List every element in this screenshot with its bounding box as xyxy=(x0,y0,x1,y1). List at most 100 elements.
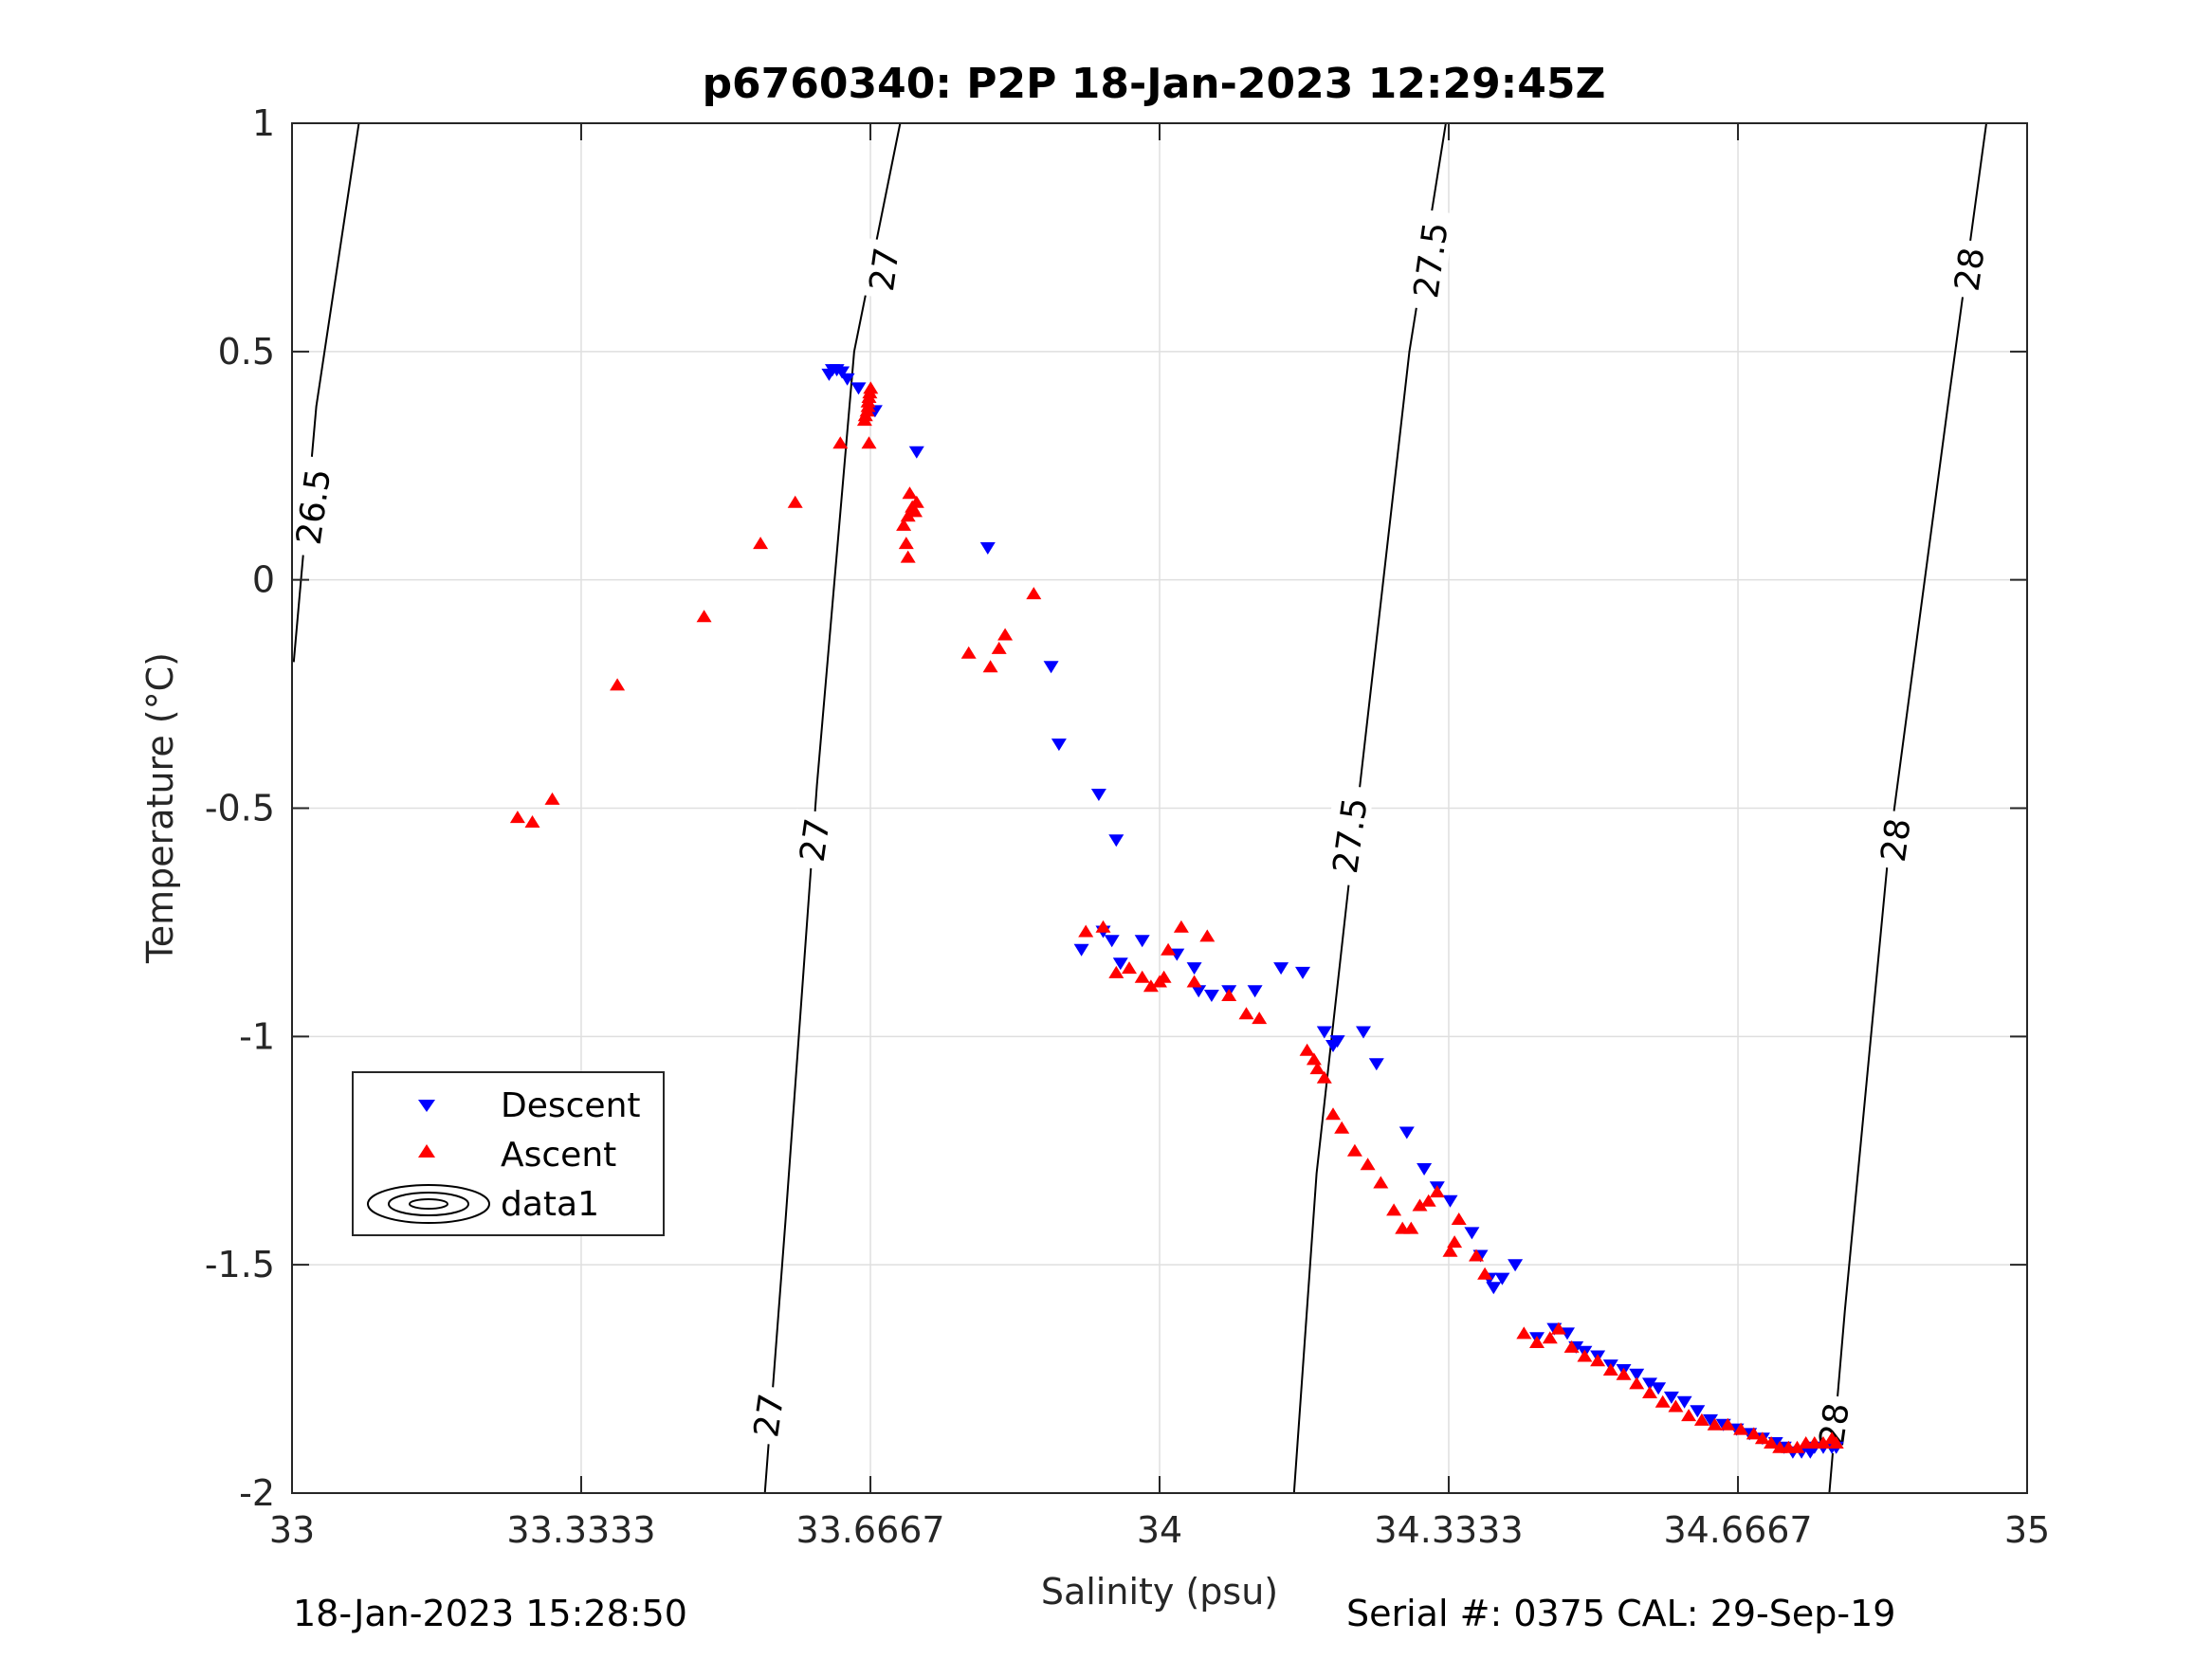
descent-point xyxy=(1203,990,1219,1002)
ascent-point xyxy=(861,436,877,449)
y-tick-label: -0.5 xyxy=(205,788,275,830)
ascent-point xyxy=(1095,920,1111,933)
contour-label: 27 xyxy=(857,238,907,301)
ascent-point xyxy=(1681,1409,1697,1422)
ascent-point xyxy=(1420,1194,1436,1207)
contour-label: 26.5 xyxy=(283,454,338,558)
ascent-point xyxy=(1143,979,1159,993)
ascent-point xyxy=(1563,1340,1580,1353)
descent-point xyxy=(1663,1391,1679,1404)
ascent-point xyxy=(900,509,916,522)
contour-label: 27.5 xyxy=(1401,208,1456,312)
ascent-point xyxy=(863,381,879,394)
ascent-point xyxy=(1590,1354,1606,1367)
descent-point xyxy=(1273,962,1289,975)
x-tick-label: 34.3333 xyxy=(1374,1509,1523,1551)
ascent-point xyxy=(1199,929,1216,942)
contour-label-bg xyxy=(1321,783,1375,887)
ascent-point xyxy=(1469,1249,1484,1262)
data-series xyxy=(509,364,1844,1459)
descent-point xyxy=(1703,1413,1718,1427)
ascent-point xyxy=(908,495,924,508)
ascent-point xyxy=(1733,1422,1749,1435)
descent-point xyxy=(1464,1227,1480,1240)
x-tick-label: 34.6667 xyxy=(1663,1509,1812,1551)
ascent-point xyxy=(1238,1007,1254,1020)
contour-label: 27.5 xyxy=(1321,783,1376,887)
descent-point xyxy=(834,366,850,379)
footer-serial-cal: Serial #: 0375 CAL: 29-Sep-19 xyxy=(1346,1593,1896,1634)
contour-label-bg xyxy=(1401,208,1455,312)
ascent-point xyxy=(1602,1363,1618,1376)
ascent-point xyxy=(1542,1331,1558,1344)
contour-legend-icon xyxy=(367,1184,490,1224)
ascent-point xyxy=(1429,1185,1445,1198)
ascent-point xyxy=(1654,1395,1671,1408)
contour-line xyxy=(292,122,360,663)
ascent-point xyxy=(1156,970,1172,983)
ascent-point xyxy=(1789,1440,1805,1453)
y-tick-label: -1 xyxy=(239,1015,275,1057)
ascent-point xyxy=(1529,1336,1545,1348)
descent-point xyxy=(1356,1026,1371,1039)
ascent-point xyxy=(960,646,977,659)
ascent-point xyxy=(1764,1436,1780,1449)
legend-ascent-marker xyxy=(418,1144,435,1158)
ascent-point xyxy=(1693,1413,1709,1426)
ascent-point xyxy=(1616,1367,1632,1380)
descent-point xyxy=(1442,1194,1458,1208)
legend-ascent-label: Ascent xyxy=(501,1136,616,1175)
descent-point xyxy=(1295,966,1310,979)
y-axis-label: Temperature (°C) xyxy=(139,652,181,964)
descent-point xyxy=(1191,985,1207,998)
ascent-point xyxy=(1186,975,1202,988)
contour-label-bg xyxy=(788,809,836,871)
contour-label-bg xyxy=(742,1384,791,1447)
descent-point xyxy=(1508,1259,1524,1272)
x-tick-label: 34 xyxy=(1137,1509,1182,1551)
descent-point xyxy=(1629,1368,1645,1381)
contour-label-text: 27 xyxy=(863,246,907,294)
descent-point xyxy=(1247,985,1263,998)
ascent-point xyxy=(524,815,540,828)
descent-point xyxy=(1642,1377,1657,1391)
contour-label-bg xyxy=(1807,1393,1856,1456)
ascent-point xyxy=(1360,1158,1376,1171)
ascent-series xyxy=(509,381,1844,1453)
ascent-point xyxy=(1122,961,1137,975)
ascent-point xyxy=(753,537,769,550)
ascent-point xyxy=(1447,1235,1463,1249)
chart-title: p6760340: P2P 18-Jan-2023 12:29:45Z xyxy=(703,60,1606,108)
ascent-point xyxy=(900,550,916,563)
descent-point xyxy=(1329,1035,1345,1048)
contour-label-bg xyxy=(1869,809,1917,871)
descent-point xyxy=(1486,1282,1502,1295)
legend-box xyxy=(352,1071,665,1236)
x-axis-label: Salinity (psu) xyxy=(1041,1571,1278,1613)
ascent-point xyxy=(1316,1070,1332,1084)
contour-label-bg xyxy=(857,238,905,301)
y-tick-label: -1.5 xyxy=(205,1244,275,1285)
ascent-point xyxy=(832,436,849,449)
ascent-point xyxy=(544,792,560,805)
ascent-point xyxy=(696,610,712,623)
ascent-point xyxy=(902,486,918,500)
contour-label: 27 xyxy=(788,809,838,871)
ascent-point xyxy=(1173,920,1189,933)
descent-point xyxy=(908,446,924,459)
ascent-point xyxy=(1746,1427,1762,1440)
y-axis: 1 0.5 0 -0.5 -1 -1.5 -2 xyxy=(205,102,2027,1514)
ascent-point xyxy=(1134,970,1150,983)
ascent-point xyxy=(1346,1143,1362,1157)
descent-point xyxy=(1417,1163,1433,1176)
descent-point xyxy=(1651,1382,1667,1395)
ascent-point xyxy=(610,678,626,691)
ascent-point xyxy=(1221,989,1237,1001)
ascent-point xyxy=(1306,1052,1322,1066)
descent-point xyxy=(1676,1395,1692,1409)
descent-point xyxy=(1186,962,1202,975)
ascent-point xyxy=(1299,1043,1315,1056)
ascent-point xyxy=(1161,942,1177,956)
footer-timestamp: 18-Jan-2023 15:28:50 xyxy=(293,1593,687,1634)
